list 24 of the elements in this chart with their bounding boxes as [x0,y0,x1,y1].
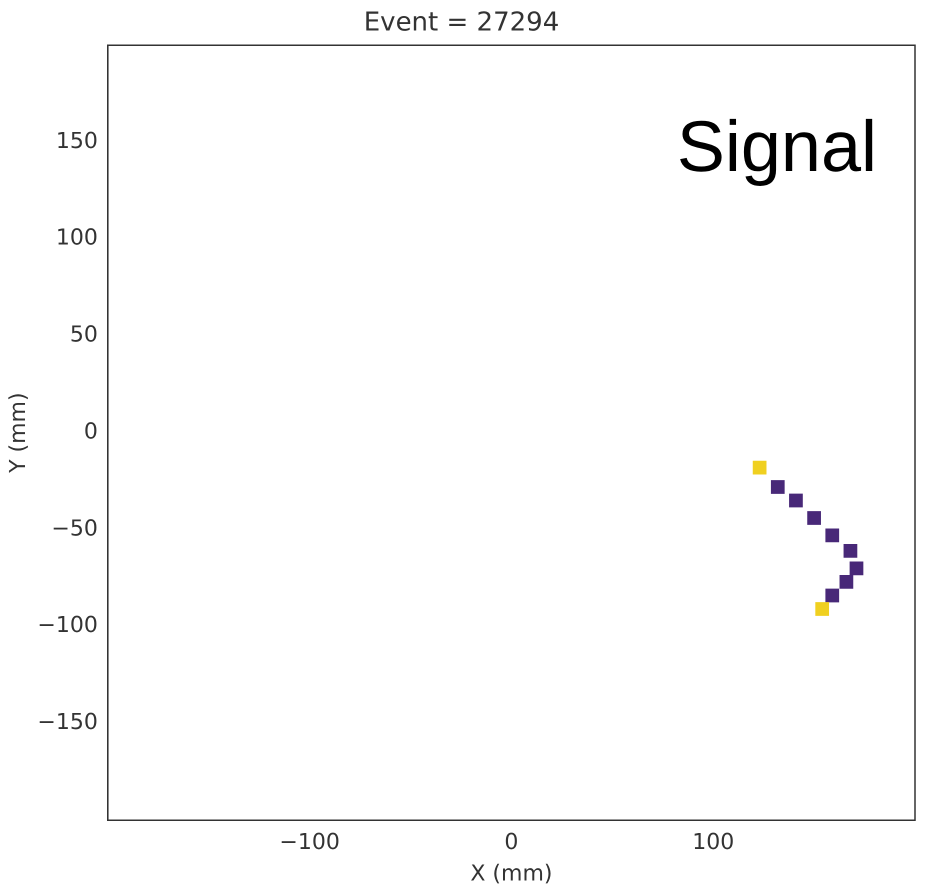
point [752,460,766,474]
y-tick-label: −150 [37,710,98,736]
x-axis-title: X (mm) [470,862,552,887]
y-tick-label: 0 [84,419,98,444]
point [770,480,785,494]
point [825,588,840,602]
y-axis-title: Y (mm) [6,392,31,474]
x-tick-label: 100 [692,830,734,856]
point [844,544,858,558]
y-tick-label: −100 [37,613,98,638]
y-tick-label: 150 [56,128,98,154]
annotation: Signal [676,107,877,188]
y-tick-label: 50 [70,322,98,348]
chart-title: Event = 27294 [364,7,560,38]
point [807,511,821,525]
point [825,528,840,542]
point [815,602,830,616]
point [840,575,854,589]
x-tick-label: 0 [504,830,518,856]
point [850,561,864,576]
point [789,494,803,508]
y-tick-label: −50 [51,516,98,542]
y-tick-label: 100 [56,226,98,251]
x-tick-label: −100 [279,830,340,856]
